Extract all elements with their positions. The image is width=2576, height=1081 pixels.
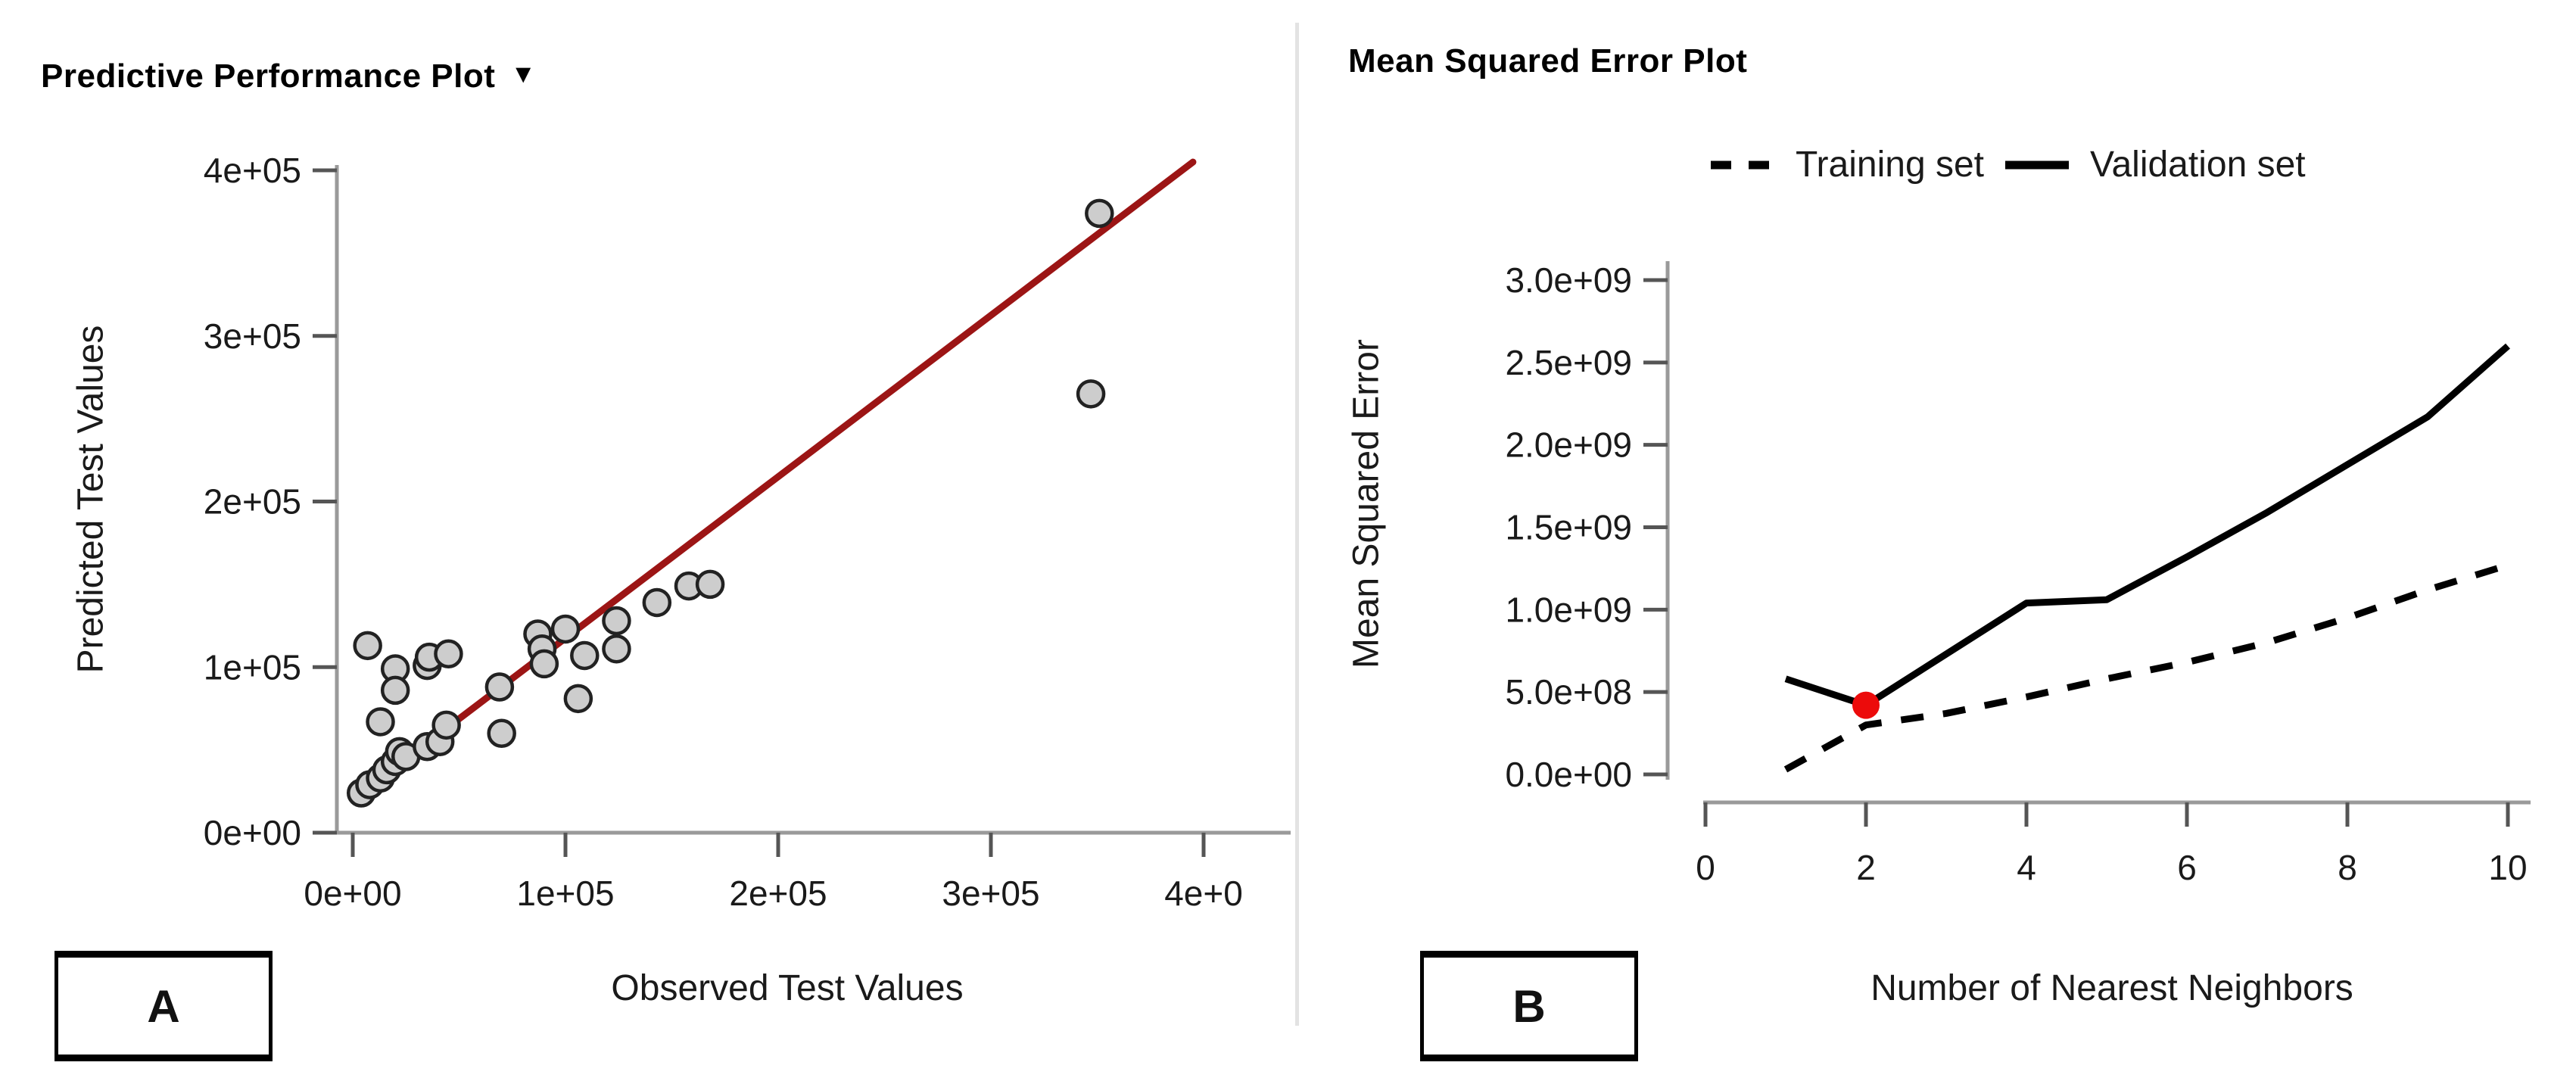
panel-divider (1295, 23, 1299, 1026)
x-tick-label: 1e+05 (516, 874, 614, 913)
x-tick-label: 6 (2177, 848, 2197, 887)
legend-item-training-set: Training set (1796, 145, 1984, 185)
y-tick-label: 2.5e+09 (1505, 343, 1632, 382)
panel-b-tag-box: B (1420, 951, 1638, 1061)
scatter-plot-panel-a: 0e+00 1e+05 2e+05 3e+05 4e+05 0e+00 1e+05 2e+05… (204, 151, 1291, 913)
x-tick-label: 0 (1696, 848, 1715, 887)
panel-b-title: Mean Squared Error Plot (1348, 42, 1747, 80)
x-tick-label: 2 (1856, 848, 1876, 887)
y-tick-label: 0.0e+00 (1505, 755, 1632, 794)
legend: Training set Validation set (1709, 144, 2306, 185)
y-tick-label: 3e+05 (204, 316, 301, 356)
dropdown-icon[interactable]: ▼ (510, 60, 537, 89)
validation-set-line (1784, 343, 2510, 709)
y-tick-label: 5.0e+08 (1505, 672, 1632, 712)
x-tick-label: 2e+05 (729, 874, 827, 913)
x-tick-label: 10 (2488, 848, 2527, 887)
x-tick-label: 4 (2017, 848, 2036, 887)
scatter-point (487, 718, 516, 748)
x-tick-label: 0e+00 (304, 874, 401, 913)
y-tick-label: 2.0e+09 (1505, 425, 1632, 465)
scatter-point (529, 649, 559, 679)
scatter-point (484, 672, 515, 702)
panel-a-x-axis-title: Observed Test Values (611, 968, 964, 1008)
scatter-point (1076, 379, 1106, 409)
panel-a-y-axis-title: Predicted Test Values (70, 325, 111, 674)
legend-item-validation-set: Validation set (2090, 145, 2306, 185)
panel-b-title-text: Mean Squared Error Plot (1348, 42, 1748, 79)
x-tick-label: 3e+05 (942, 874, 1039, 913)
regression-line (354, 158, 1197, 800)
y-tick-label: 0e+00 (204, 813, 301, 852)
panel-a-tag-box: A (55, 951, 273, 1061)
scatter-point (602, 634, 631, 664)
optimal-k-point (1852, 691, 1880, 719)
scatter-point (550, 614, 581, 644)
training-set-line (1783, 562, 2509, 773)
panel-a-tag: A (147, 980, 180, 1032)
y-tick-label: 1e+05 (204, 647, 301, 687)
validation-set-solid-line-icon (2005, 160, 2069, 169)
y-tick-label: 1.0e+09 (1505, 590, 1632, 629)
x-tick-label: 8 (2338, 848, 2357, 887)
panel-a-title-text: Predictive Performance Plot (41, 58, 496, 95)
scatter-point (434, 639, 463, 668)
panel-b-x-axis-title: Number of Nearest Neighbors (1870, 968, 2353, 1008)
panel-b-tag: B (1512, 980, 1546, 1032)
scatter-point (431, 710, 461, 740)
y-tick-label: 1.5e+09 (1505, 508, 1632, 547)
panel-b-y-axis-title: Mean Squared Error (1346, 339, 1387, 668)
scatter-point (1085, 198, 1114, 229)
y-tick-label: 3.0e+09 (1505, 260, 1632, 300)
scatter-point (366, 707, 395, 737)
scatter-point (563, 684, 593, 714)
x-tick-label: 4e+0 (1164, 874, 1243, 913)
scatter-point (570, 640, 600, 671)
scatter-point (602, 606, 631, 636)
scatter-point (642, 587, 672, 618)
scatter-point (353, 631, 382, 661)
line-plot-panel-b: 0.0e+00 5.0e+08 1.0e+09 1.5e+09 2.0e+09 2.5e+… (1505, 260, 2531, 887)
scatter-point (695, 569, 725, 600)
y-tick-label: 4e+05 (204, 151, 301, 190)
y-tick-label: 2e+05 (204, 482, 301, 522)
training-set-dashed-line-icon (1711, 160, 1774, 169)
scatter-point (380, 675, 410, 706)
panel-a-title: Predictive Performance Plot ▼ (41, 58, 537, 95)
